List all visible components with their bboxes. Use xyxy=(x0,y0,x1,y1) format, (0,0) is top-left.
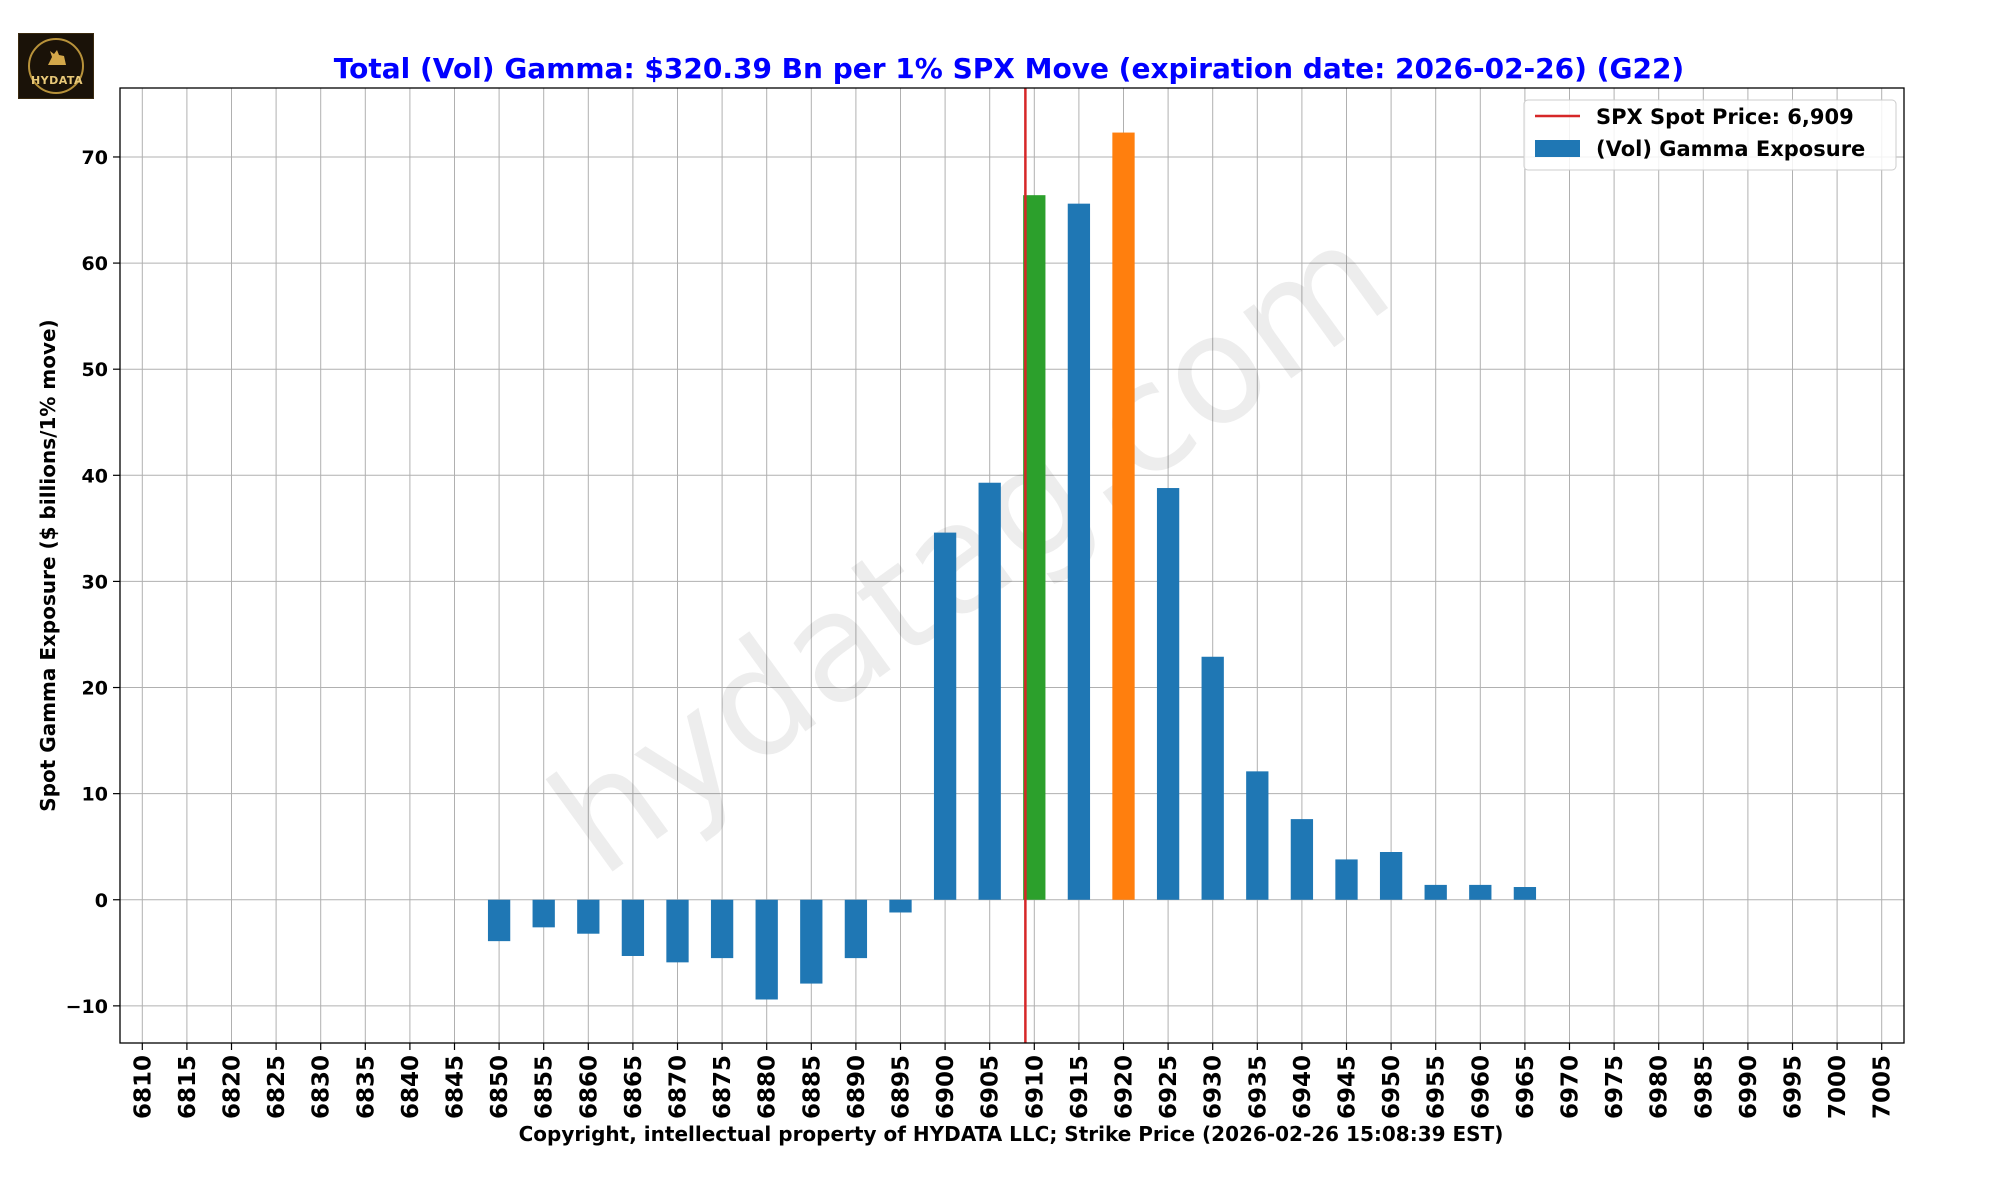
x-axis-label: Copyright, intellectual property of HYDA… xyxy=(519,1122,1504,1146)
x-tick-label: 6875 xyxy=(710,1055,736,1119)
y-tick-label: 60 xyxy=(82,253,108,275)
bar-6920 xyxy=(1112,132,1135,900)
x-tick-label: 6870 xyxy=(666,1055,692,1119)
x-tick-label: 6895 xyxy=(889,1055,915,1119)
x-tick-label: 6975 xyxy=(1602,1055,1628,1119)
x-tick-label: 6845 xyxy=(443,1055,469,1119)
x-tick-label: 6865 xyxy=(621,1055,647,1119)
x-tick-label: 6930 xyxy=(1201,1055,1227,1119)
bar-6855 xyxy=(532,899,555,928)
y-tick-label: 30 xyxy=(82,571,108,593)
x-tick-label: 6935 xyxy=(1245,1055,1271,1119)
legend-box xyxy=(1523,99,1897,171)
bar-6905 xyxy=(978,482,1001,900)
y-tick-label: 10 xyxy=(82,784,108,806)
y-axis-label: Spot Gamma Exposure ($ billions/1% move) xyxy=(36,319,60,811)
bar-6890 xyxy=(844,899,868,959)
bar-6850 xyxy=(487,899,511,942)
x-tick-label: 6915 xyxy=(1067,1055,1093,1119)
x-tick-label: 6910 xyxy=(1022,1055,1048,1119)
bar-6880 xyxy=(755,899,778,1000)
bar-6955 xyxy=(1424,884,1447,900)
x-tick-label: 6940 xyxy=(1290,1055,1316,1119)
x-tick-label: 6820 xyxy=(220,1055,246,1119)
x-tick-label: 6835 xyxy=(353,1055,379,1119)
x-tick-label: 6815 xyxy=(175,1055,201,1119)
x-tick-label: 6995 xyxy=(1781,1055,1807,1119)
hydata-logo: HYDATA xyxy=(18,33,94,99)
y-tick-label: 0 xyxy=(95,890,108,912)
x-tick-label: 6880 xyxy=(755,1055,781,1119)
x-tick-label: 6890 xyxy=(844,1055,870,1119)
bar-6950 xyxy=(1379,852,1403,900)
x-tick-label: 6990 xyxy=(1736,1055,1762,1119)
legend-gamma-swatch xyxy=(1535,140,1580,157)
bar-6895 xyxy=(889,899,912,913)
bar-6865 xyxy=(621,899,645,956)
x-tick-label: 6955 xyxy=(1424,1055,1450,1119)
y-tick-label: −10 xyxy=(66,996,108,1018)
x-tick-label: 6840 xyxy=(398,1055,424,1119)
wolf-icon xyxy=(48,50,66,65)
legend-gamma-label: (Vol) Gamma Exposure xyxy=(1596,137,1865,161)
x-tick-label: 6925 xyxy=(1156,1055,1182,1119)
x-tick-label: 6945 xyxy=(1335,1055,1361,1119)
y-tick-label: 20 xyxy=(82,678,108,700)
plot-frame xyxy=(119,87,1905,1044)
bar-6965 xyxy=(1513,887,1537,900)
bars xyxy=(487,132,1537,1000)
x-tick-label: 6950 xyxy=(1379,1055,1405,1119)
bar-6925 xyxy=(1156,488,1180,900)
watermark: hydatag.com xyxy=(520,189,1419,909)
logo-emblem xyxy=(28,38,84,94)
x-tick-label: 6900 xyxy=(933,1055,959,1119)
y-tick-label: 40 xyxy=(82,465,108,487)
bar-6860 xyxy=(577,899,600,934)
y-axis-ticks: −10 0 10 20 30 40 50 60 70 xyxy=(66,147,120,1018)
bar-6935 xyxy=(1246,771,1269,900)
x-tick-label: 6970 xyxy=(1558,1055,1584,1119)
bar-6900 xyxy=(933,532,957,900)
chart-title: Total (Vol) Gamma: $320.39 Bn per 1% SPX… xyxy=(334,52,1684,85)
grid xyxy=(120,88,1904,1043)
x-tick-label: 6965 xyxy=(1513,1055,1539,1119)
x-tick-label: 7000 xyxy=(1825,1055,1851,1119)
y-tick-label: 50 xyxy=(82,359,108,381)
x-tick-label: 6920 xyxy=(1112,1055,1138,1119)
x-tick-label: 6850 xyxy=(487,1055,513,1119)
x-tick-label: 6810 xyxy=(130,1055,156,1119)
x-axis-ticks: 6810 6815 6820 6825 6830 6835 6840 6845 6850 6855… xyxy=(130,1043,1896,1119)
legend: SPX Spot Price: 6,909 (Vol) Gamma Exposu… xyxy=(1523,99,1897,171)
x-tick-label: 6905 xyxy=(978,1055,1004,1119)
x-tick-label: 6960 xyxy=(1468,1055,1494,1119)
legend-spot-label: SPX Spot Price: 6,909 xyxy=(1596,105,1854,129)
bar-6885 xyxy=(800,899,823,984)
bar-6930 xyxy=(1201,656,1224,900)
bar-6910 xyxy=(1023,195,1046,900)
x-tick-label: 6825 xyxy=(264,1055,290,1119)
bar-6870 xyxy=(666,899,689,963)
x-tick-label: 6885 xyxy=(799,1055,825,1119)
x-tick-label: 7005 xyxy=(1870,1055,1896,1119)
x-tick-label: 6830 xyxy=(309,1055,335,1119)
x-tick-label: 6980 xyxy=(1647,1055,1673,1119)
logo-text: HYDATA xyxy=(30,74,84,87)
x-tick-label: 6860 xyxy=(576,1055,602,1119)
x-tick-label: 6855 xyxy=(532,1055,558,1119)
y-tick-label: 70 xyxy=(82,147,108,169)
bar-6960 xyxy=(1469,884,1492,900)
bar-6875 xyxy=(710,899,734,959)
bar-6940 xyxy=(1290,819,1314,900)
bar-6945 xyxy=(1335,859,1358,900)
x-tick-label: 6985 xyxy=(1691,1055,1717,1119)
bar-6915 xyxy=(1067,203,1091,900)
